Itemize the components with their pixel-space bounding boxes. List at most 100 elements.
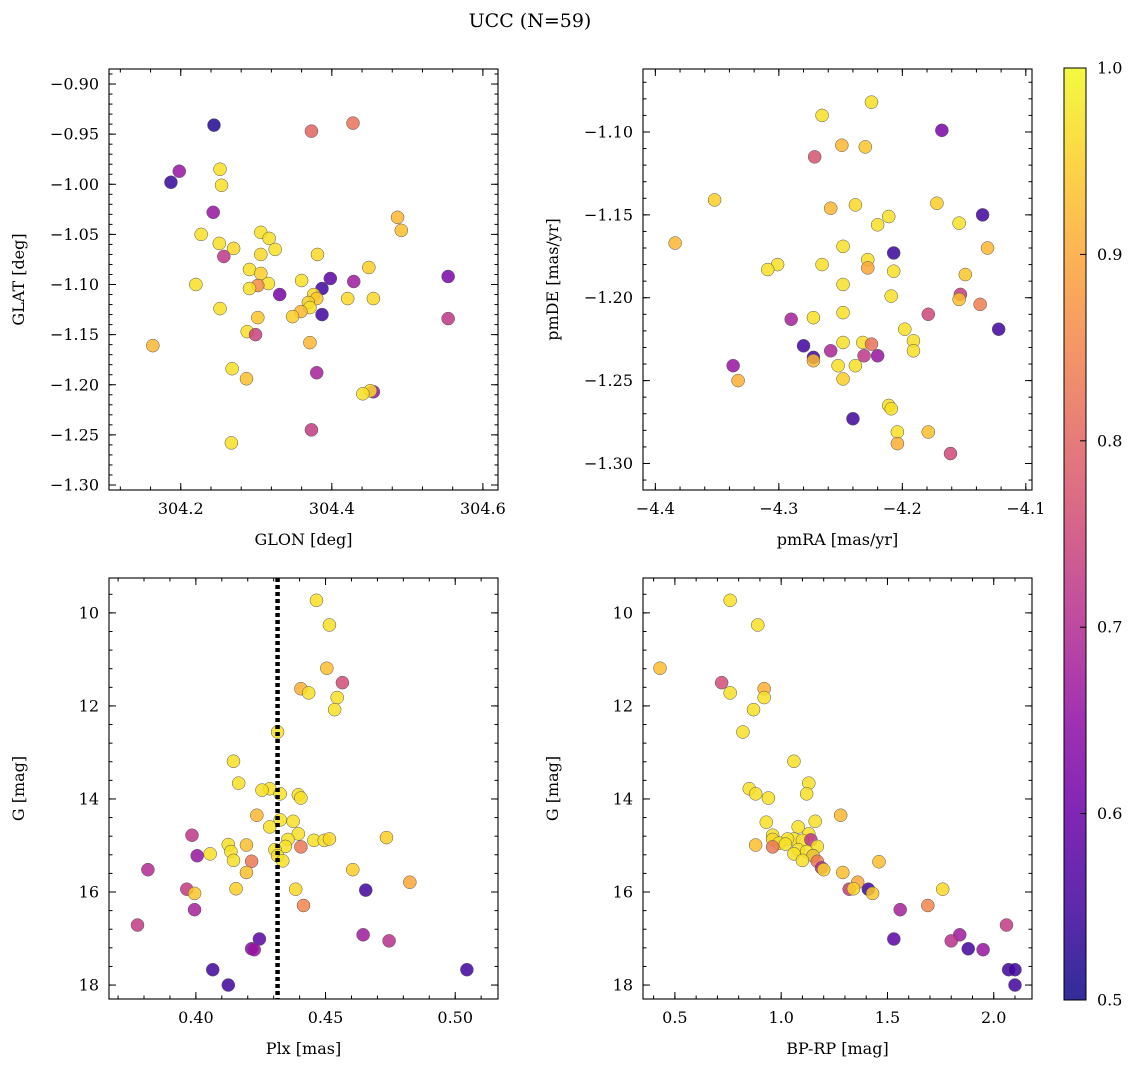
data-point <box>185 828 199 843</box>
data-point <box>921 307 936 322</box>
y-tick-label: 10 <box>613 603 633 622</box>
data-point <box>203 847 217 861</box>
data-point <box>310 247 325 262</box>
colorbar-tick-label: 0.7 <box>1097 618 1122 637</box>
colorbar-tick-label: 0.9 <box>1097 245 1122 264</box>
data-point <box>358 883 373 897</box>
data-point <box>887 932 901 946</box>
data-point <box>441 311 455 326</box>
data-point <box>759 815 774 829</box>
data-point <box>921 898 935 913</box>
axes-frame <box>642 577 1033 1000</box>
data-point <box>746 702 761 717</box>
data-point <box>870 348 885 363</box>
y-tick-label: 16 <box>613 883 633 902</box>
data-point <box>346 274 361 289</box>
data-point <box>991 322 1006 336</box>
x-tick-label: 0.45 <box>308 1008 344 1027</box>
x-tick-label: 2.0 <box>981 1008 1006 1027</box>
data-point <box>791 820 805 834</box>
data-point <box>836 372 850 386</box>
x-axis-label: Plx [mas] <box>266 1039 341 1058</box>
data-point <box>806 310 821 325</box>
plot-area <box>653 593 1022 992</box>
x-tick-label: −4.3 <box>759 499 798 518</box>
data-point <box>291 827 306 841</box>
data-point <box>272 287 287 302</box>
data-point <box>262 231 276 246</box>
data-point <box>250 808 264 822</box>
y-tick-label: −1.20 <box>50 375 99 394</box>
data-point <box>714 675 729 690</box>
data-point <box>187 902 202 917</box>
data-point <box>226 241 241 256</box>
data-point <box>323 271 338 286</box>
scatter-panel-3: 0.40 0.45 0.50 10 12 14 16 18 Plx [mas] G [mag] <box>9 577 499 1058</box>
data-point <box>980 241 995 255</box>
data-point <box>315 307 329 322</box>
data-point <box>190 848 204 863</box>
data-point <box>239 838 254 852</box>
data-point <box>304 124 319 138</box>
data-point <box>362 260 376 275</box>
axes-frame <box>108 68 499 491</box>
data-point <box>268 242 282 257</box>
data-point <box>164 175 178 190</box>
colorbar-gradient <box>1063 67 1087 1001</box>
data-point <box>823 344 838 358</box>
data-point <box>304 423 319 437</box>
data-point <box>403 875 417 889</box>
y-axis-label: G [mag] <box>9 756 28 821</box>
y-tick-label: 14 <box>613 789 633 808</box>
data-point <box>760 262 775 277</box>
data-point <box>765 840 780 854</box>
plot-area <box>130 578 474 999</box>
data-point <box>976 942 990 957</box>
data-point <box>390 210 405 225</box>
data-point <box>394 223 409 238</box>
data-point <box>653 661 667 675</box>
data-point <box>944 934 958 948</box>
scatter-panel-1: 304.2 304.4 304.6 −0.90 −0.95 −1.00 −1.05 −1.10… <box>9 68 506 549</box>
data-point <box>748 838 763 852</box>
data-point <box>952 292 966 307</box>
data-point <box>846 411 860 426</box>
data-point <box>823 201 838 215</box>
data-point <box>239 865 254 880</box>
data-point <box>835 138 849 152</box>
data-point <box>294 791 308 805</box>
data-point <box>831 358 845 373</box>
data-point <box>858 140 873 154</box>
axes-frame <box>108 577 499 1000</box>
data-point <box>239 371 254 386</box>
data-point <box>214 178 229 193</box>
data-point <box>707 193 722 207</box>
x-axis-label: BP-RP [mag] <box>786 1039 888 1058</box>
x-tick-label: 304.6 <box>460 499 506 518</box>
data-point <box>194 227 208 242</box>
data-point <box>224 436 239 450</box>
data-point <box>251 310 265 325</box>
y-tick-label: −1.30 <box>50 475 99 494</box>
x-tick-label: 1.5 <box>875 1008 900 1027</box>
y-tick-label: −1.00 <box>50 175 99 194</box>
colorbar-tick-label: 0.5 <box>1097 991 1122 1010</box>
data-point <box>748 787 763 801</box>
data-point <box>806 353 821 368</box>
data-point <box>320 661 334 675</box>
data-point <box>130 918 145 932</box>
data-point <box>836 335 850 350</box>
y-tick-label: −1.10 <box>50 275 99 294</box>
data-point <box>815 108 829 123</box>
data-point <box>309 365 324 380</box>
data-point <box>975 208 990 222</box>
colorbar-tick-label: 0.6 <box>1097 804 1122 823</box>
data-point <box>226 853 241 868</box>
data-point <box>906 344 921 358</box>
x-tick-label: −4.1 <box>1006 499 1045 518</box>
data-point <box>255 783 269 797</box>
data-point <box>886 246 901 260</box>
data-point <box>921 425 936 439</box>
colorbar-tick-label: 1.0 <box>1097 59 1122 78</box>
